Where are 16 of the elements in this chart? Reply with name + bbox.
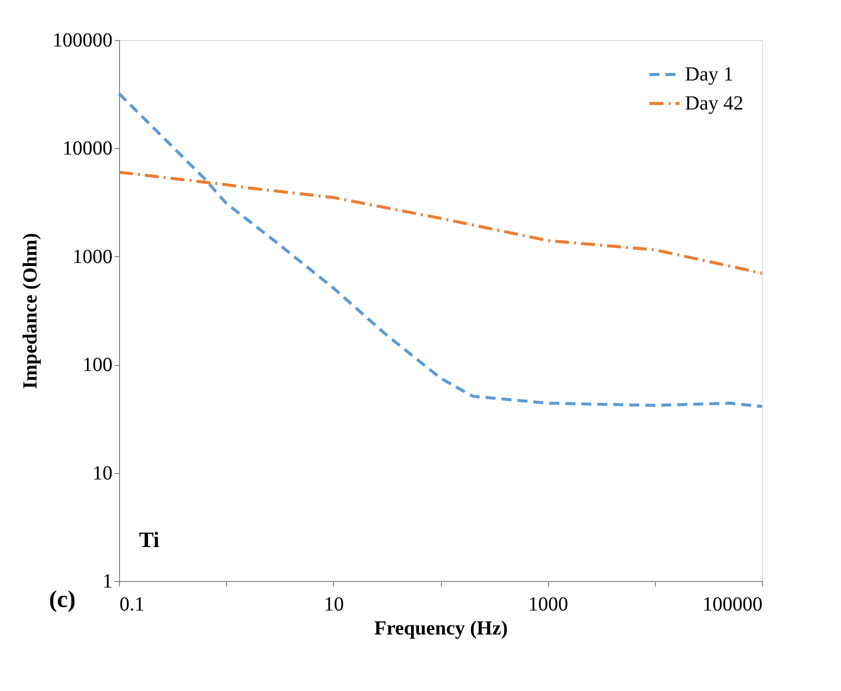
x-tick-label: 100000 <box>702 594 762 616</box>
x-tick-label: 0.1 <box>120 594 144 616</box>
x-tick-label: 10 <box>324 594 344 616</box>
x-tick-label: 1000 <box>528 594 568 616</box>
annotation: Ti <box>139 527 160 552</box>
y-tick-label: 100 <box>82 354 112 376</box>
y-tick-label: 1000 <box>72 246 112 268</box>
y-axis-title: Impedance (Ohm) <box>20 232 42 390</box>
text: (c) <box>49 587 76 613</box>
y-tick-label: 100000 <box>52 30 112 52</box>
y-tick-label: 10 <box>92 462 112 484</box>
legend-label: Day 1 <box>685 64 734 86</box>
legend-label: Day 42 <box>685 92 744 114</box>
x-axis-title: Frequency (Hz) <box>374 618 508 640</box>
y-tick-label: 10000 <box>62 138 112 160</box>
y-tick-label: 1 <box>102 570 112 592</box>
